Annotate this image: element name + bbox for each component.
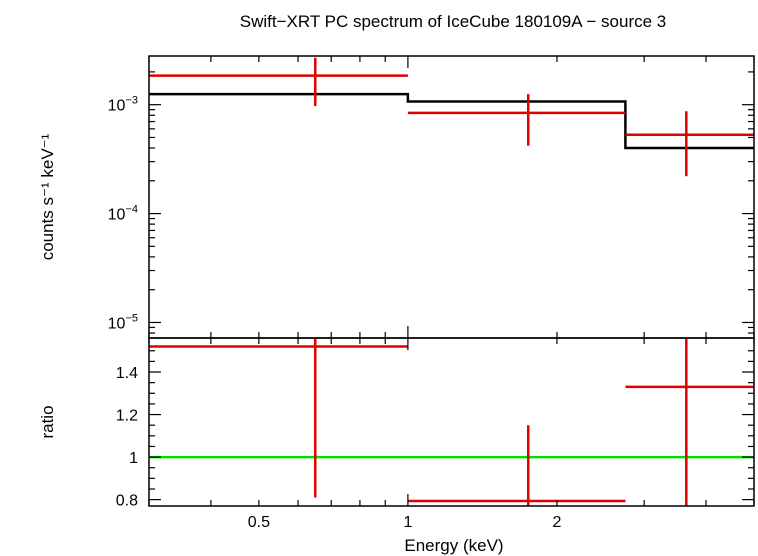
model-step-line: [149, 92, 754, 150]
spectrum-data-points: [149, 57, 754, 177]
spectrum-point-3: [625, 111, 754, 177]
bottom-panel: 0.8 1 1.2 1.4 0.5 1 2 ratio: [38, 337, 755, 531]
top-y-tick-label: 10−4: [108, 204, 138, 224]
spectrum-point-1: [149, 57, 408, 107]
top-y-axis-label: counts s⁻¹ keV⁻¹: [38, 133, 57, 260]
bottom-y-tick-label: 1.4: [116, 365, 138, 382]
bottom-y-tick-label: 1.2: [116, 408, 138, 425]
bottom-y-tick-label: 0.8: [116, 493, 138, 510]
ratio-data-points: [149, 338, 754, 506]
bottom-panel-ticks: [148, 338, 755, 506]
tick-mantissa: 10: [108, 98, 126, 115]
x-tick-labels: 0.5 1 2: [248, 514, 562, 531]
model-step-curve: [149, 92, 754, 150]
tick-exponent: −4: [125, 204, 138, 216]
ratio-point-1: [149, 338, 408, 498]
top-y-tick-label: 10−5: [108, 312, 138, 332]
ratio-point-3: [625, 338, 754, 506]
x-tick-label: 2: [553, 514, 562, 531]
x-tick-label: 1: [403, 514, 412, 531]
top-panel-frame: [148, 55, 755, 339]
bottom-y-tick-label: 1: [129, 450, 138, 467]
x-axis-label: Energy (keV): [404, 536, 503, 555]
ratio-point-2: [407, 425, 626, 506]
bottom-y-axis-label: ratio: [38, 405, 57, 438]
bottom-y-tick-labels: 0.8 1 1.2 1.4: [116, 365, 138, 510]
top-y-tick-label: 10−3: [108, 95, 138, 115]
top-panel: 10−310−410−5 counts s⁻¹ keV⁻¹: [38, 55, 755, 339]
tick-exponent: −5: [125, 312, 138, 324]
tick-mantissa: 10: [108, 207, 126, 224]
tick-exponent: −3: [125, 95, 138, 107]
top-panel-ticks: [148, 56, 755, 338]
top-y-tick-labels: 10−310−410−5: [108, 95, 138, 333]
tick-mantissa: 10: [108, 315, 126, 332]
x-tick-label: 0.5: [248, 514, 270, 531]
bottom-panel-frame: [148, 337, 755, 507]
spectrum-point-2: [407, 94, 626, 146]
chart-title: Swift−XRT PC spectrum of IceCube 180109A…: [240, 12, 667, 31]
